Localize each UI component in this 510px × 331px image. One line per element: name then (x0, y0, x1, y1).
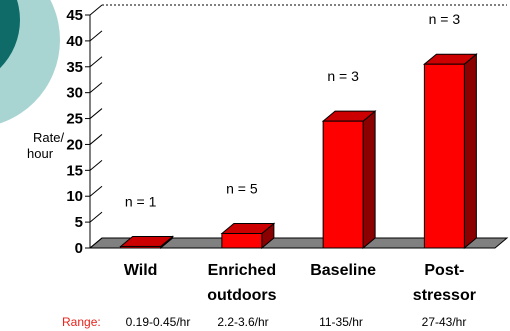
corner-decoration (0, 0, 60, 124)
y-tick-label: 25 (66, 111, 83, 128)
y-tick-label: 10 (66, 188, 83, 205)
y-tick-depth (89, 211, 103, 223)
y-tick-label: 30 (66, 85, 83, 102)
y-tick-label: 35 (66, 59, 83, 76)
category-label: Enriched (208, 262, 276, 279)
bar (120, 245, 162, 249)
sample-size-label: n = 5 (226, 181, 258, 197)
y-tick-depth (89, 30, 103, 42)
y-tick-label: 20 (66, 136, 83, 153)
labels: Rate/hour n = 1 Wild n = 5 Enriched outdoors n… (27, 11, 476, 329)
y-tick-label: 40 (66, 33, 83, 50)
range-value: 11-35/hr (319, 315, 363, 329)
sample-size-label: n = 1 (125, 193, 157, 209)
y-tick-depth (89, 56, 103, 68)
range-value: 2.2-3.6/hr (217, 315, 268, 329)
sample-size-label: n = 3 (429, 11, 461, 27)
sample-size-label: n = 3 (327, 68, 359, 84)
category-label: outdoors (207, 287, 276, 304)
y-tick-depth (89, 134, 103, 145)
bar (322, 120, 364, 249)
bar-side (362, 110, 376, 250)
y-tick-label: 15 (66, 162, 83, 179)
y-axis-label: Rate/ (33, 130, 64, 145)
bar (221, 233, 263, 249)
category-label: stressor (413, 287, 476, 304)
category-label: Baseline (310, 262, 376, 279)
y-tick-depth (89, 185, 103, 197)
range-value: 0.19-0.45/hr (126, 315, 191, 329)
y-tick-depth (89, 82, 103, 94)
y-tick-depth (89, 159, 103, 171)
y-axis-label: hour (27, 146, 54, 161)
bars (119, 53, 478, 250)
y-tick-label: 45 (66, 7, 83, 24)
category-label: Post- (424, 262, 464, 279)
range-value: 27-43/hr (422, 315, 467, 329)
range-prefix: Range: (62, 315, 101, 329)
category-label: Wild (124, 262, 158, 279)
axes: 0 5 10 15 20 25 30 35 40 45 (66, 4, 509, 257)
y-tick-label: 5 (75, 214, 83, 231)
y-tick-depth (89, 237, 103, 249)
bar (423, 63, 465, 249)
y-tick-label: 0 (75, 240, 83, 257)
y-tick-depth (89, 108, 103, 119)
bar-side (463, 53, 477, 250)
y-tick-depth (89, 4, 103, 16)
